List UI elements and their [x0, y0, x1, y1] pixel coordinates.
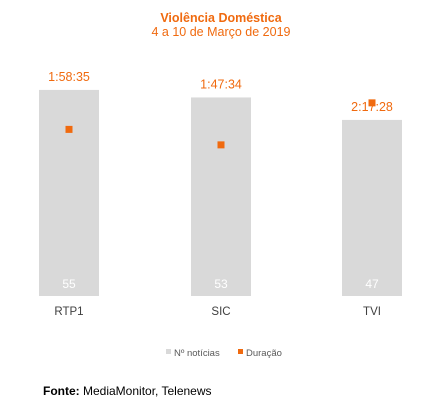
x-tick-label: RTP1 [54, 306, 83, 318]
duration-marker [217, 141, 225, 149]
legend-label-bars: Nº notícias [174, 348, 220, 359]
bar-sic [191, 97, 251, 296]
chart-subtitle: 4 a 10 de Março de 2019 [152, 25, 291, 39]
source-note: Fonte: MediaMonitor, Telenews [43, 384, 212, 398]
legend-swatch-bars [166, 349, 171, 354]
legend-swatch-duration [238, 349, 243, 354]
duration-marker [65, 125, 73, 133]
chart-title: Violência Doméstica [160, 11, 282, 25]
bar-tvi [342, 119, 402, 296]
bar-value-label: 55 [62, 277, 76, 291]
legend: Nº notícias Duração [166, 348, 282, 359]
markers-layer [65, 99, 376, 149]
duration-label: 2:17:28 [351, 100, 393, 114]
bar-value-label: 53 [214, 277, 228, 291]
duration-label: 1:58:35 [48, 70, 90, 84]
bar-value-label: 47 [365, 277, 379, 291]
legend-label-duration: Duração [246, 348, 282, 359]
source-text: MediaMonitor, Telenews [83, 384, 212, 398]
duration-marker [368, 99, 376, 107]
bars-layer [39, 89, 402, 296]
labels-layer: 55 1:58:35 RTP1 53 1:47:34 SIC 47 2:17:28 TVI [48, 70, 393, 318]
bar-rtp1 [39, 89, 99, 296]
source-label: Fonte: [43, 384, 80, 398]
x-tick-label: SIC [211, 306, 230, 318]
x-tick-label: TVI [363, 306, 381, 318]
duration-label: 1:47:34 [200, 77, 242, 91]
